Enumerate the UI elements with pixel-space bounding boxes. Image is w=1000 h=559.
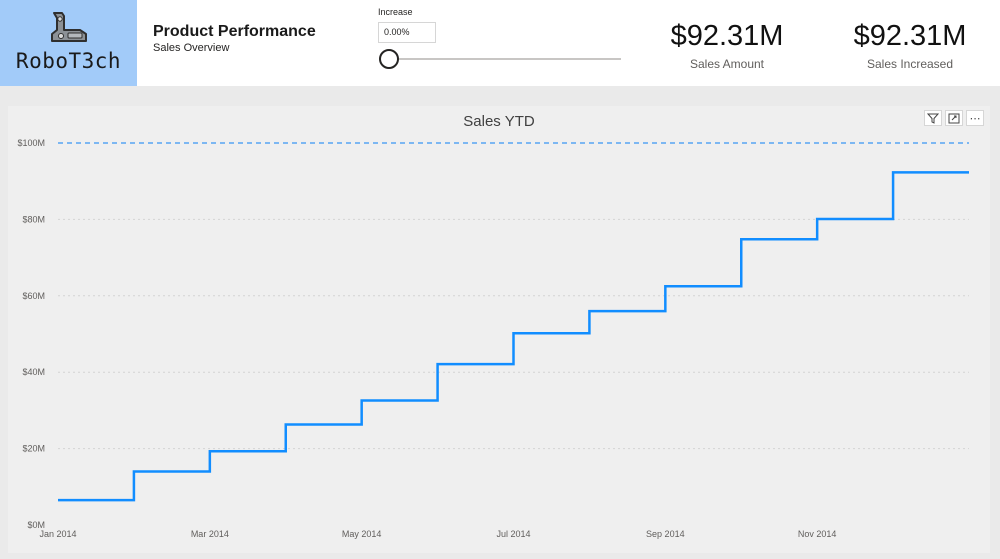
- chart-card[interactable]: $0M $20M $40M $60M $80M $100M Jan 2014 Mar 2014…: [8, 106, 990, 553]
- page-subtitle: Sales Overview: [153, 42, 230, 54]
- kpi-sales-increased: $92.31M Sales Increased: [820, 18, 1000, 71]
- header-card: Product Performance Sales Overview Incre…: [137, 0, 637, 86]
- y-tick-label: $100M: [17, 138, 45, 148]
- visual-toolbar: ⋯: [924, 110, 984, 126]
- kpi-label: Sales Amount: [689, 57, 765, 71]
- top-bar: RoboT3ch Product Performance Sales Overv…: [0, 0, 1000, 86]
- x-tick-label: Jan 2014: [39, 529, 76, 539]
- y-tick-label: $60M: [22, 291, 45, 301]
- chart-title: Sales YTD: [463, 113, 535, 130]
- kpi-label: Sales Increased: [866, 57, 954, 71]
- logo: RoboT3ch: [0, 0, 137, 86]
- y-tick-label: $0M: [27, 520, 45, 530]
- robot-arm-icon: [51, 12, 87, 42]
- page-title: Product Performance: [153, 23, 316, 40]
- more-options-icon[interactable]: ⋯: [966, 110, 984, 126]
- y-tick-label: $80M: [22, 214, 45, 224]
- kpi-card: $92.31M Sales Amount $92.31M Sales Incre…: [637, 0, 1000, 86]
- filter-icon[interactable]: [924, 110, 942, 126]
- kpi-value: $92.31M: [670, 20, 784, 52]
- sales-ytd-chart: $0M $20M $40M $60M $80M $100M Jan 2014 Mar 2014…: [17, 138, 969, 539]
- slicer-thumb[interactable]: [379, 49, 399, 69]
- y-tick-label: $20M: [22, 444, 45, 454]
- x-tick-label: Sep 2014: [646, 529, 685, 539]
- x-tick-label: May 2014: [342, 529, 382, 539]
- logo-text: RoboT3ch: [15, 49, 122, 73]
- x-tick-label: Mar 2014: [191, 529, 229, 539]
- slicer-value-input[interactable]: 0.00%: [378, 22, 436, 43]
- series-line: [58, 171, 969, 502]
- kpi-sales-amount: $92.31M Sales Amount: [637, 18, 817, 71]
- kpi-value: $92.31M: [853, 20, 967, 52]
- x-tick-label: Jul 2014: [496, 529, 530, 539]
- x-tick-label: Nov 2014: [798, 529, 837, 539]
- y-tick-label: $40M: [22, 367, 45, 377]
- focus-mode-icon[interactable]: [945, 110, 963, 126]
- slicer-track[interactable]: [389, 58, 621, 60]
- slicer-label: Increase: [378, 7, 413, 17]
